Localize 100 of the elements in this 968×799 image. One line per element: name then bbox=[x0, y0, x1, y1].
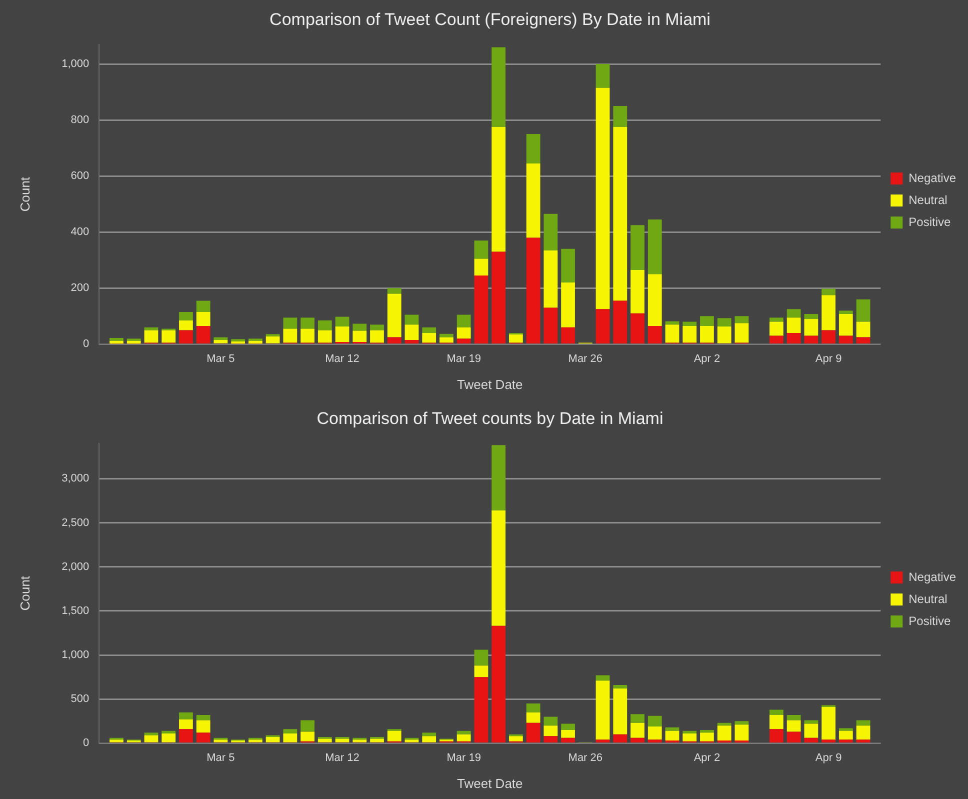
bar bbox=[596, 309, 610, 344]
x-tick-label: Mar 12 bbox=[325, 752, 360, 764]
bar bbox=[838, 728, 853, 731]
bar bbox=[110, 340, 124, 344]
bar bbox=[822, 288, 836, 296]
legend-label: Positive bbox=[908, 614, 951, 628]
bar bbox=[370, 324, 384, 330]
bar bbox=[404, 314, 419, 325]
bar bbox=[648, 326, 662, 344]
bar bbox=[734, 721, 749, 725]
legend-label: Negative bbox=[908, 170, 956, 185]
bar bbox=[648, 274, 662, 326]
bar bbox=[474, 276, 488, 344]
bar bbox=[856, 337, 870, 344]
bar bbox=[352, 330, 367, 342]
bar bbox=[804, 318, 818, 336]
bar bbox=[682, 734, 697, 742]
bar bbox=[822, 330, 836, 344]
bar bbox=[804, 314, 818, 319]
bar bbox=[440, 337, 454, 343]
bar bbox=[544, 250, 558, 308]
bar bbox=[786, 714, 801, 720]
bar bbox=[700, 326, 714, 343]
bar bbox=[700, 730, 714, 733]
bar bbox=[804, 724, 818, 738]
chart-title: Comparison of Tweet counts by Date in Miami bbox=[316, 408, 664, 428]
bar bbox=[838, 336, 853, 344]
bar bbox=[838, 730, 853, 740]
bar bbox=[613, 106, 628, 128]
bar bbox=[734, 316, 749, 324]
bar bbox=[387, 294, 402, 338]
x-tick-label: Mar 19 bbox=[446, 752, 481, 764]
y-tick-label: 2,000 bbox=[62, 560, 90, 573]
bar bbox=[214, 340, 228, 344]
bar bbox=[179, 719, 193, 730]
bar bbox=[544, 308, 558, 344]
bar bbox=[596, 740, 610, 742]
bar bbox=[648, 220, 662, 274]
bar bbox=[214, 337, 228, 340]
bar bbox=[838, 314, 853, 336]
bar bbox=[613, 685, 628, 689]
bar bbox=[544, 726, 558, 736]
bar bbox=[352, 324, 367, 331]
bar bbox=[700, 316, 714, 326]
bar bbox=[717, 318, 732, 327]
bar bbox=[613, 688, 628, 734]
bar bbox=[387, 337, 402, 344]
bar bbox=[769, 322, 784, 336]
y-tick-label: 800 bbox=[70, 114, 90, 126]
bar bbox=[492, 445, 506, 510]
bar bbox=[682, 326, 697, 343]
bar bbox=[283, 318, 298, 329]
bar bbox=[196, 312, 210, 326]
bar bbox=[196, 714, 210, 720]
bar bbox=[110, 740, 124, 742]
bar bbox=[734, 724, 749, 741]
bar bbox=[838, 740, 853, 742]
bar bbox=[492, 127, 506, 252]
bar bbox=[856, 740, 870, 742]
bar bbox=[804, 738, 818, 742]
y-tick-label: 1,000 bbox=[62, 649, 90, 662]
bar bbox=[214, 740, 228, 742]
bar bbox=[179, 729, 193, 742]
x-tick-label: Apr 2 bbox=[694, 752, 720, 764]
bar bbox=[769, 714, 784, 730]
bar bbox=[596, 88, 610, 310]
bar bbox=[266, 336, 280, 344]
bar bbox=[786, 720, 801, 732]
bar bbox=[786, 309, 801, 318]
x-tick-label: Mar 26 bbox=[568, 352, 603, 365]
bar bbox=[248, 740, 262, 742]
bar bbox=[179, 330, 193, 344]
bar bbox=[561, 730, 575, 738]
bar bbox=[561, 282, 575, 328]
legend-label: Negative bbox=[908, 570, 956, 584]
bar bbox=[856, 322, 870, 338]
bar bbox=[283, 729, 298, 734]
bar bbox=[630, 738, 644, 742]
y-tick-label: 200 bbox=[70, 282, 90, 294]
bar bbox=[682, 730, 697, 734]
bar bbox=[283, 328, 298, 343]
bar bbox=[856, 726, 870, 740]
bar bbox=[318, 738, 332, 742]
bar bbox=[179, 712, 193, 720]
y-tick-label: 1,000 bbox=[62, 58, 90, 70]
bar bbox=[266, 737, 280, 742]
bar bbox=[300, 318, 314, 329]
bar bbox=[613, 734, 628, 742]
bar bbox=[196, 326, 210, 344]
bar bbox=[734, 323, 749, 343]
bar bbox=[144, 330, 158, 343]
bar bbox=[162, 330, 176, 343]
bar bbox=[422, 736, 436, 742]
y-axis-title: Count bbox=[17, 176, 32, 212]
bar bbox=[786, 732, 801, 742]
bar bbox=[596, 680, 610, 740]
bar bbox=[526, 712, 540, 723]
bar bbox=[196, 300, 210, 312]
bar bbox=[474, 677, 488, 742]
bar bbox=[474, 240, 488, 259]
